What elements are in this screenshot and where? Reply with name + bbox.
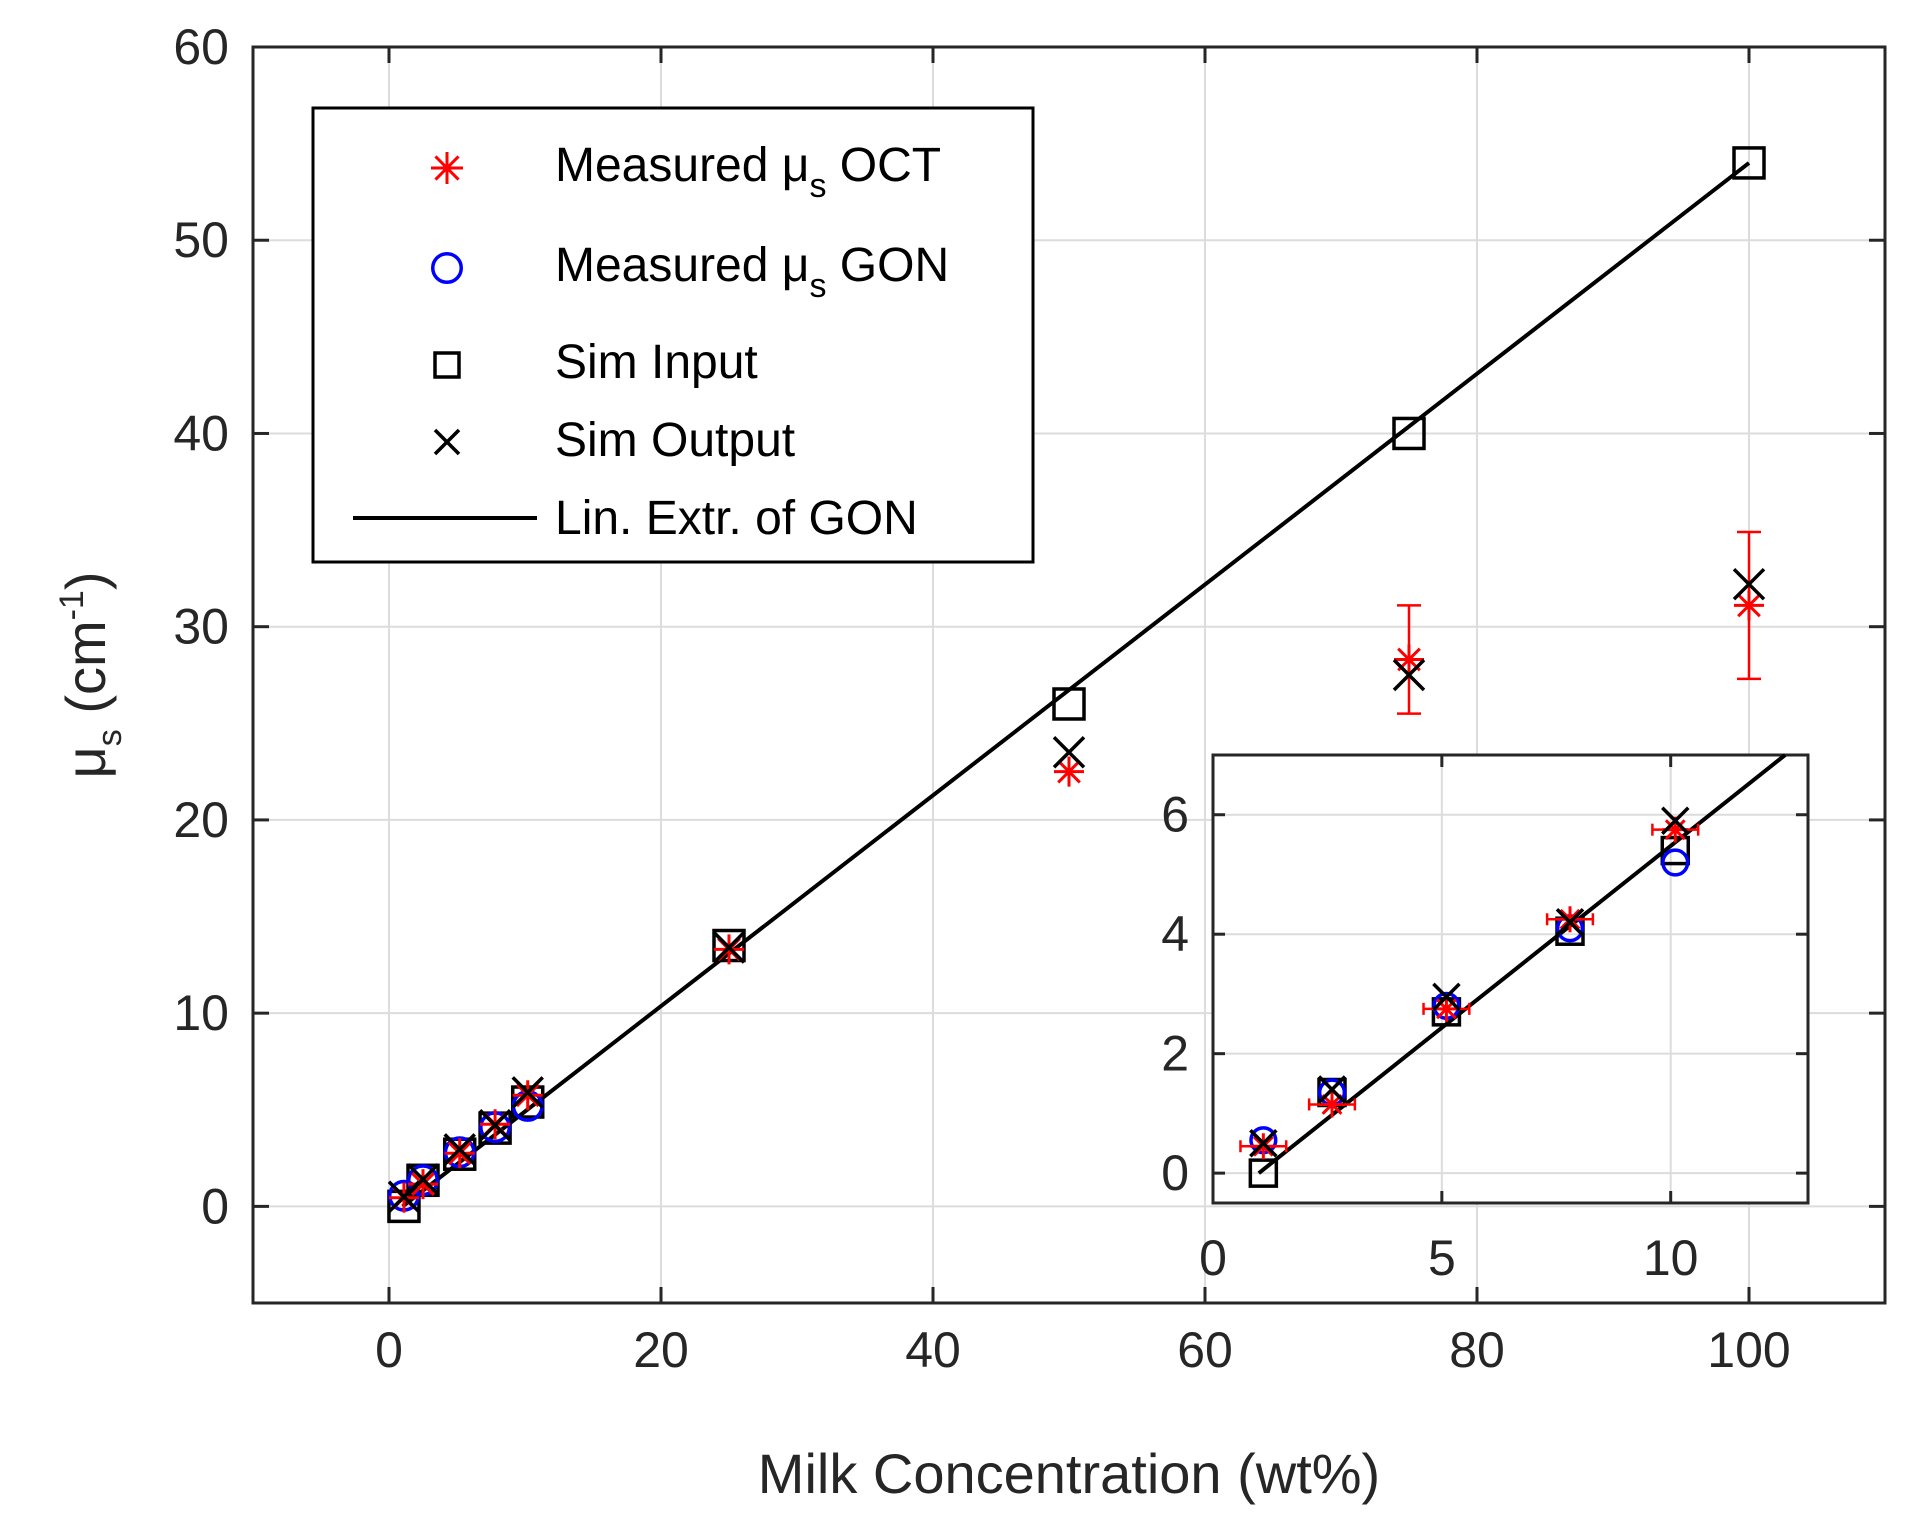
sim-output-point	[1392, 658, 1426, 692]
oct-point	[444, 1138, 475, 1169]
legend-symbol-oct-stroke-d2	[434, 155, 460, 181]
legend-symbol-oct	[431, 152, 463, 184]
y-tick-label: 10	[173, 985, 229, 1041]
oct-point-stroke-d2	[1057, 759, 1081, 784]
sim-input-point	[1248, 1158, 1279, 1188]
oct-point	[1734, 590, 1764, 621]
sim-output-point-stroke-b	[443, 1133, 476, 1166]
legend-symbol-gon	[431, 252, 463, 284]
sim-input-point	[1732, 146, 1766, 180]
sim-output-point	[1052, 736, 1086, 769]
fit-line	[401, 161, 1751, 1208]
legend-box	[311, 106, 1035, 564]
oct-point-stroke-d2	[447, 1141, 472, 1166]
sim-output-point-stroke-b	[712, 931, 746, 964]
oct-point	[408, 1169, 438, 1200]
y-tick-label: 4	[1161, 906, 1189, 962]
legend-symbol-sim-input	[433, 351, 461, 379]
y-tick-label: 20	[173, 792, 229, 848]
oct-point	[1054, 756, 1084, 787]
y-tick-label: 6	[1161, 787, 1189, 843]
legend-symbol-sim-output	[433, 428, 461, 456]
oct-point-stroke-d2	[1559, 908, 1581, 930]
gon-point	[1661, 848, 1690, 877]
oct-point	[1557, 906, 1583, 933]
sim-output-point-stroke-b	[1661, 806, 1690, 835]
y-tick-label: 40	[173, 405, 229, 461]
inset-background	[1213, 755, 1808, 1203]
inset-y-tick-labels: 0 2 4 6	[1161, 787, 1189, 1201]
oct-point	[1433, 995, 1460, 1022]
main-y-tick-labels: 0 10 20 30 40 50 60	[173, 19, 229, 1234]
sim-output-point-stroke-b	[1555, 908, 1585, 937]
sim-output-point-stroke-b	[511, 1076, 544, 1109]
sim-output-point-stroke-b	[1432, 982, 1461, 1012]
sim-output-point	[1661, 806, 1690, 835]
legend-label-fit: Lin. Extr. of GON	[555, 492, 918, 545]
inset-x-tick-labels: 0 5 10	[1199, 1230, 1698, 1286]
legend-label-sim-output: Sim Output	[555, 414, 795, 467]
y-tick-label: 0	[201, 1178, 229, 1234]
legend-symbol-sim-output-stroke-b	[433, 428, 461, 456]
main-ticks	[253, 45, 1885, 1303]
inset-data-marks	[1239, 753, 1787, 1188]
sim-output-point-stroke-b	[478, 1108, 512, 1142]
oct-point-stroke-d2	[1737, 593, 1761, 618]
sim-output-point	[1732, 567, 1766, 601]
y-tick-label: 2	[1161, 1026, 1189, 1082]
sim-output-point	[478, 1108, 512, 1142]
sim-input-point	[1052, 687, 1086, 721]
oct-point	[1394, 644, 1424, 675]
x-tick-label: 100	[1707, 1322, 1790, 1378]
y-tick-label: 50	[173, 212, 229, 268]
sim-output-point	[712, 931, 746, 964]
main-data-marks	[387, 146, 1766, 1224]
y-tick-label: 60	[173, 19, 229, 75]
x-tick-label: 80	[1449, 1322, 1505, 1378]
x-tick-label: 60	[1177, 1322, 1233, 1378]
legend-label-gon: Measured μs GON	[555, 239, 949, 305]
y-axis-title: μs (cm-1)	[53, 571, 129, 778]
x-tick-label: 5	[1428, 1230, 1456, 1286]
oct-point	[512, 1080, 543, 1111]
sim-output-point-stroke-b	[1052, 736, 1086, 769]
main-x-tick-labels: 0 20 40 60 80 100	[375, 1322, 1791, 1378]
legend-label-oct: Measured μs OCT	[555, 139, 941, 205]
sim-input-point	[1392, 416, 1426, 451]
oct-point	[1319, 1091, 1345, 1118]
sim-output-point-stroke-b	[1732, 567, 1766, 601]
inset-plot-area	[1211, 753, 1810, 1205]
sim-output-point-stroke-b	[1249, 1129, 1278, 1158]
x-tick-label: 40	[905, 1322, 961, 1378]
sim-output-point-stroke-b	[1317, 1075, 1347, 1104]
oct-point-stroke-d2	[1252, 1135, 1274, 1157]
legend-symbols	[353, 152, 537, 520]
oct-point-stroke-d2	[515, 1083, 540, 1108]
legend: Measured μs OCT Measured μs GON Sim Inpu…	[311, 106, 1035, 564]
x-tick-label: 0	[1199, 1230, 1227, 1286]
y-tick-label: 0	[1161, 1145, 1189, 1201]
y-tick-label: 30	[173, 599, 229, 655]
sim-output-point-stroke-b	[406, 1163, 440, 1196]
legend-label-sim-input: Sim Input	[555, 336, 758, 389]
sim-output-point	[443, 1133, 476, 1166]
sim-output-point	[1432, 982, 1461, 1012]
main-plot-area	[251, 45, 1887, 1305]
inset-ticks	[1211, 755, 1808, 1203]
sim-output-point	[1555, 908, 1585, 937]
sim-output-point	[1249, 1129, 1278, 1158]
x-axis-title: Milk Concentration (wt%)	[758, 1442, 1380, 1505]
sim-output-point	[511, 1076, 544, 1109]
x-tick-label: 10	[1643, 1230, 1699, 1286]
x-tick-label: 0	[375, 1322, 403, 1378]
oct-point-stroke-d2	[1664, 819, 1686, 841]
oct-point	[1250, 1133, 1277, 1160]
sim-output-point	[1317, 1075, 1347, 1104]
sim-output-point-stroke-b	[1392, 658, 1426, 692]
sim-output-point	[406, 1163, 440, 1196]
x-tick-label: 20	[633, 1322, 689, 1378]
oct-point-stroke-d2	[411, 1172, 435, 1197]
